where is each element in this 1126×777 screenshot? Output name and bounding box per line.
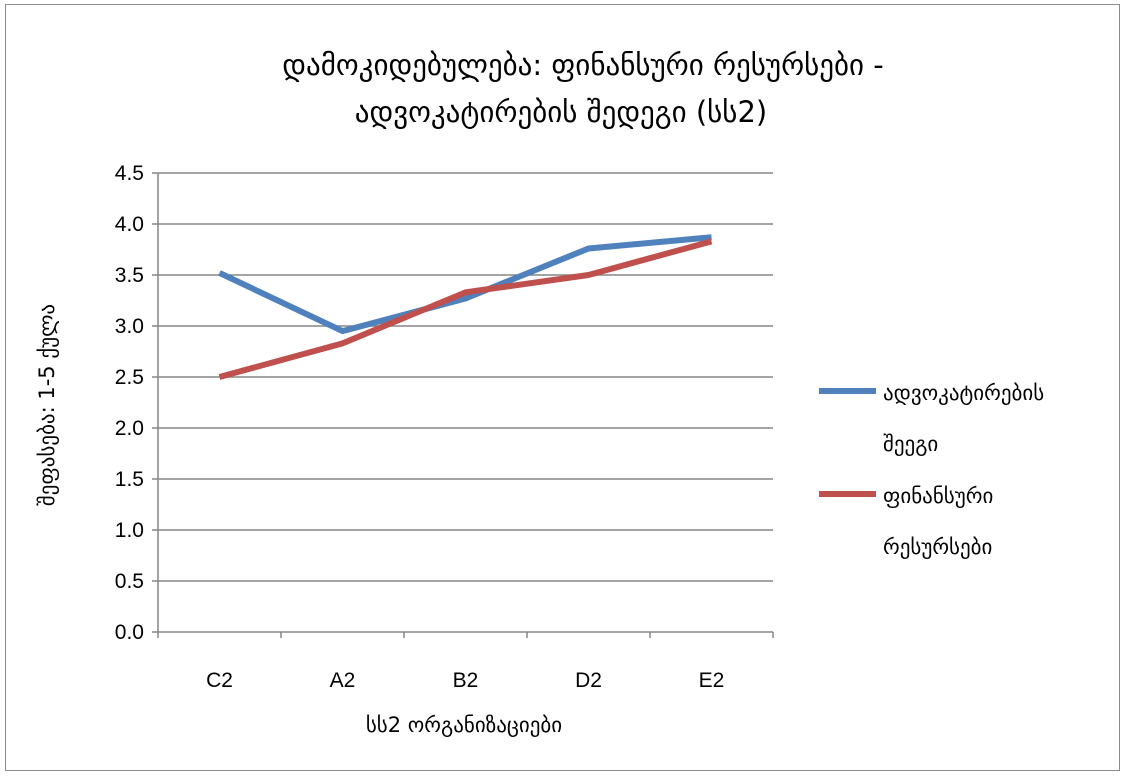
chart-title-line-2: ადვოკატირების შედეგი (სს2): [355, 95, 767, 129]
legend-label-financial-line-1: ფინანსური: [883, 484, 993, 508]
y-tick-label: 0.0: [115, 621, 144, 644]
chart-title-line-1: დამოკიდებულება: ფინანსური რესურსები -: [282, 48, 883, 82]
series-line-0: [218, 234, 712, 335]
y-tick-label: 1.0: [115, 519, 144, 542]
axes: [152, 172, 774, 638]
y-tick-label: 4.0: [115, 213, 144, 236]
y-tick-label: 0.5: [115, 570, 144, 593]
x-tick-labels: C2 A2 B2 D2 E2: [206, 669, 724, 692]
gridlines: [158, 172, 773, 582]
x-tick-label: E2: [699, 669, 725, 692]
series-line-1: [218, 238, 713, 380]
legend-label-advocacy-line-2: შეეგი: [883, 432, 938, 456]
chart-frame: დამოკიდებულება: ფინანსური რესურსები - ად…: [5, 4, 1120, 771]
y-tick-labels: 0.0 0.5 1.0 1.5 2.0 2.5 3.0 3.5 4.0 4.5: [115, 162, 144, 644]
x-axis-title: სს2 ორგანიზაციები: [366, 713, 562, 737]
y-tick-label: 1.5: [115, 468, 144, 491]
legend-label-financial-line-2: რესურსები: [883, 535, 992, 559]
x-tick-label: C2: [206, 669, 233, 692]
legend: ადვოკატირების შეეგი ფინანსური რესურსები: [819, 381, 1044, 559]
x-tick-label: B2: [453, 669, 479, 692]
series-lines: [218, 234, 713, 380]
y-tick-label: 3.5: [115, 264, 144, 287]
x-tick-label: D2: [575, 669, 602, 692]
y-tick-label: 2.5: [115, 366, 144, 389]
y-tick-label: 2.0: [115, 417, 144, 440]
y-tick-label: 4.5: [115, 162, 144, 185]
legend-label-advocacy-line-1: ადვოკატირების: [883, 381, 1044, 405]
y-tick-label: 3.0: [115, 315, 144, 338]
x-tick-label: A2: [330, 669, 356, 692]
line-chart: დამოკიდებულება: ფინანსური რესურსები - ად…: [35, 48, 1044, 737]
y-axis-title: შეფასება: 1-5 ქულა: [35, 304, 59, 506]
